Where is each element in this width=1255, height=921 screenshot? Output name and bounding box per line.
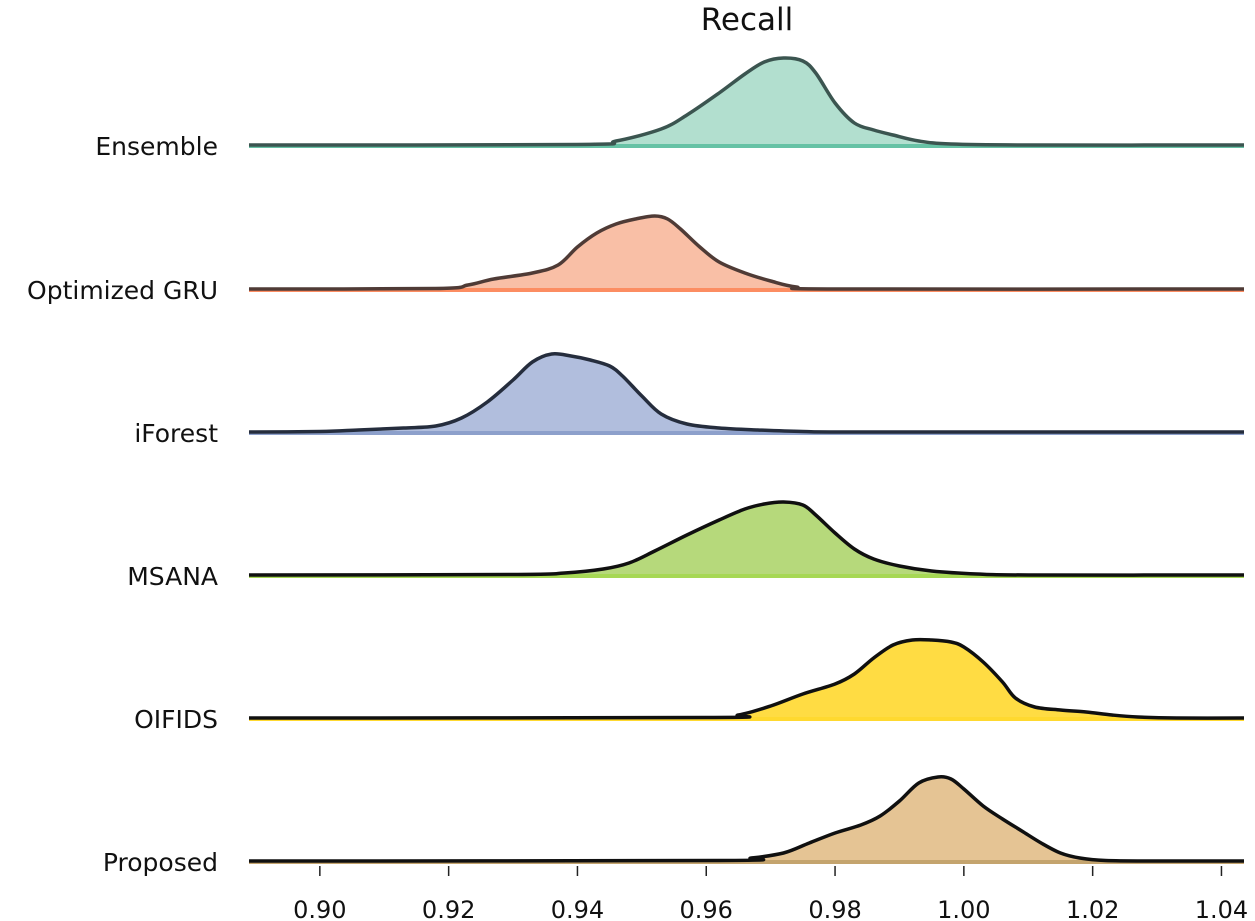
row-label-iforest: iForest: [134, 419, 218, 448]
x-tick-label: 0.92: [422, 896, 475, 921]
ridges-group: [248, 56, 1245, 864]
ridge-proposed: [248, 774, 1245, 864]
x-axis-ticks: 0.90 0.92 0.94 0.96 0.98 1.00 1.02 1.04: [293, 866, 1248, 921]
density-area-proposed: [249, 776, 1244, 862]
density-outline-proposed: [248, 774, 1245, 863]
density-area-oifids: [249, 639, 1244, 719]
ridge-ensemble: [248, 56, 1245, 148]
row-label-ensemble: Ensemble: [95, 132, 218, 161]
ridge-msana: [248, 500, 1245, 578]
chart-title: Recall: [701, 2, 794, 38]
density-outline-optimized-gru: [248, 214, 1245, 291]
row-label-optimized-gru: Optimized GRU: [27, 276, 218, 305]
row-label-msana: MSANA: [127, 562, 218, 591]
row-labels-group: Ensemble Optimized GRU iForest MSANA OIFIDS P…: [27, 132, 218, 877]
x-tick-label: 0.94: [551, 896, 604, 921]
density-outline-ensemble: [248, 56, 1245, 147]
row-label-oifids: OIFIDS: [134, 705, 218, 734]
density-outline-iforest: [248, 352, 1245, 434]
ridge-oifids: [248, 637, 1245, 721]
x-tick-label: 1.02: [1066, 896, 1119, 921]
density-outline-msana: [248, 500, 1245, 577]
x-tick-label: 1.00: [937, 896, 990, 921]
density-area-msana: [249, 501, 1244, 576]
x-tick-label: 0.96: [680, 896, 733, 921]
x-tick-label: 0.90: [293, 896, 346, 921]
x-tick-label: 1.04: [1195, 896, 1248, 921]
x-tick-label: 0.98: [808, 896, 861, 921]
density-area-iforest: [249, 353, 1244, 433]
row-label-proposed: Proposed: [103, 848, 218, 877]
ridge-iforest: [248, 352, 1245, 435]
density-outline-oifids: [248, 637, 1245, 720]
density-area-ensemble: [249, 57, 1244, 146]
ridge-optimized-gru: [248, 214, 1245, 292]
